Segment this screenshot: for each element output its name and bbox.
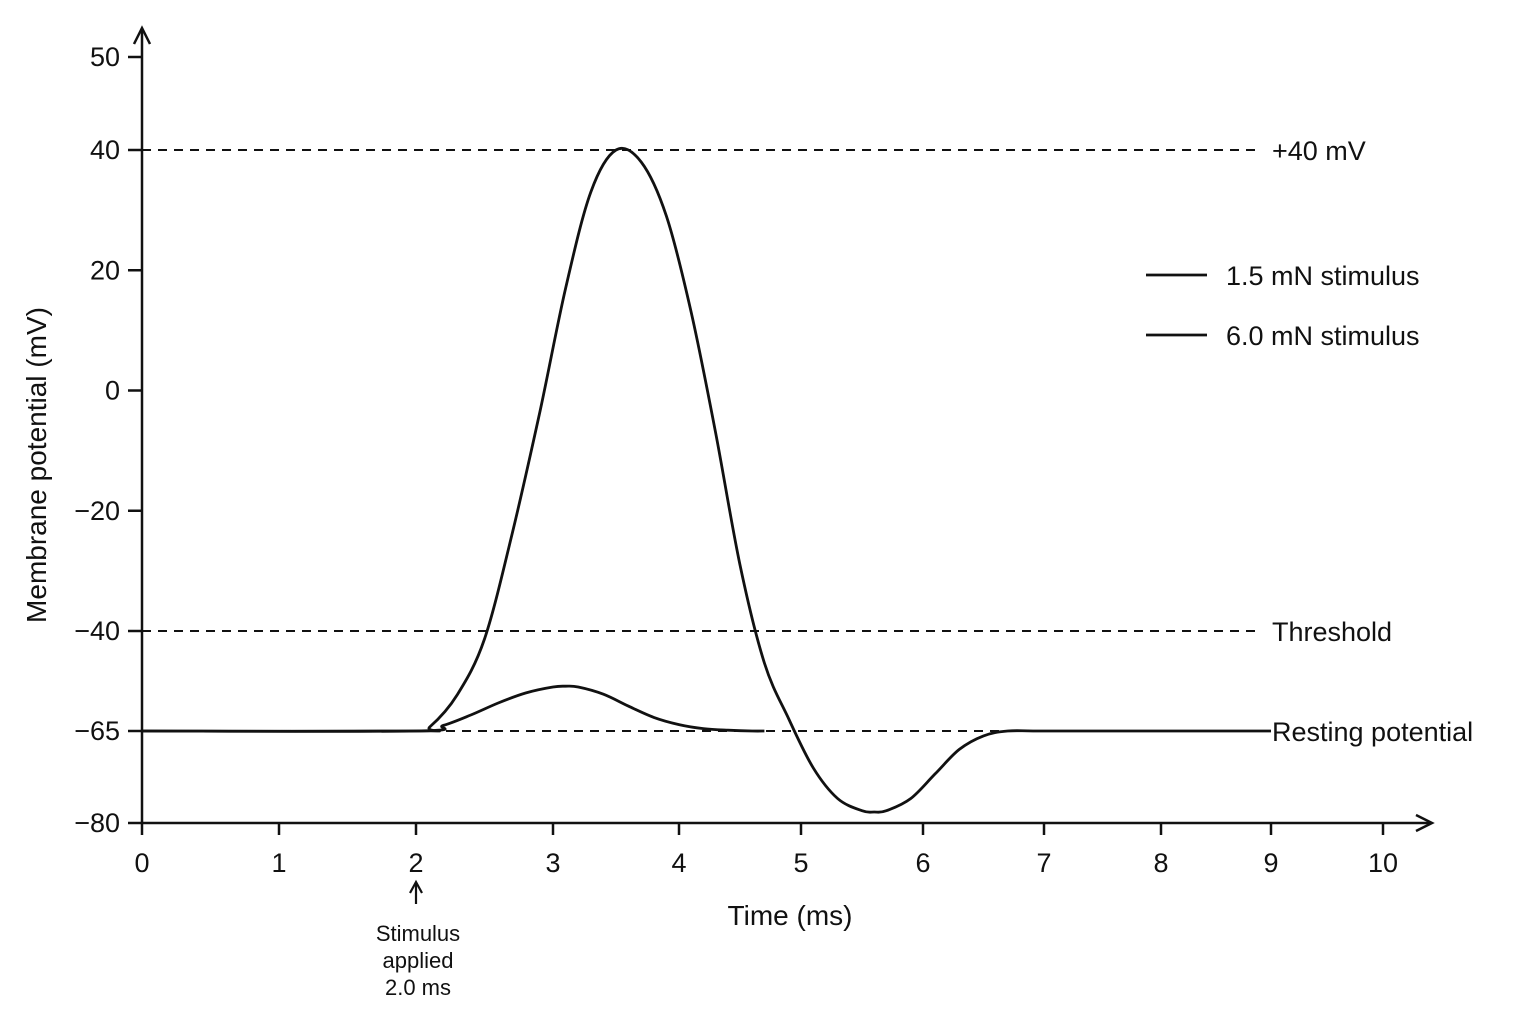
x-tick-label: 4 [671,848,686,878]
reference-line-label: Threshold [1272,617,1392,647]
stimulus-note: 2.0 ms [385,975,451,1000]
reference-line-label: Resting potential [1272,717,1473,747]
legend-label: 1.5 mN stimulus [1226,261,1420,291]
x-tick-label: 10 [1368,848,1398,878]
x-tick-label: 1 [271,848,286,878]
x-tick-label: 5 [793,848,808,878]
x-axis-title: Time (ms) [728,900,853,931]
y-tick-label: 20 [90,255,120,285]
stimulus-note: applied [383,948,454,973]
x-tick-label: 0 [134,848,149,878]
series-line [141,684,765,733]
y-tick-label: −20 [74,496,120,526]
y-tick-label: −80 [74,808,120,838]
y-tick-label: 40 [90,135,120,165]
legend: 1.5 mN stimulus 6.0 mN stimulus [1146,261,1420,351]
y-axis-arrow [132,25,152,45]
stimulus-note: Stimulus [376,921,460,946]
series-line [141,146,1271,814]
y-axis-title: Membrane potential (mV) [21,307,52,623]
x-tick-label: 6 [915,848,930,878]
x-tick-label: 7 [1036,848,1051,878]
y-tick-label: 0 [105,376,120,406]
x-tick-label: 3 [545,848,560,878]
legend-label: 6.0 mN stimulus [1226,321,1420,351]
reference-lines: +40 mV Threshold Resting potential [142,136,1473,747]
x-tick-label: 9 [1263,848,1278,878]
y-tick-label: 50 [90,42,120,72]
axes [132,25,1435,833]
x-tick-label: 8 [1153,848,1168,878]
y-tick-label: −65 [74,716,120,746]
ticks: 0 1 2 3 4 5 6 7 8 9 10 50 40 20 0 −20 −40 −65 −80 [74,42,1398,878]
data-series [141,146,1271,814]
x-tick-label: 2 [408,848,423,878]
reference-line-label: +40 mV [1272,136,1366,166]
stimulus-arrow-head [409,879,423,894]
x-axis-arrow [1415,813,1435,833]
y-tick-label: −40 [74,616,120,646]
